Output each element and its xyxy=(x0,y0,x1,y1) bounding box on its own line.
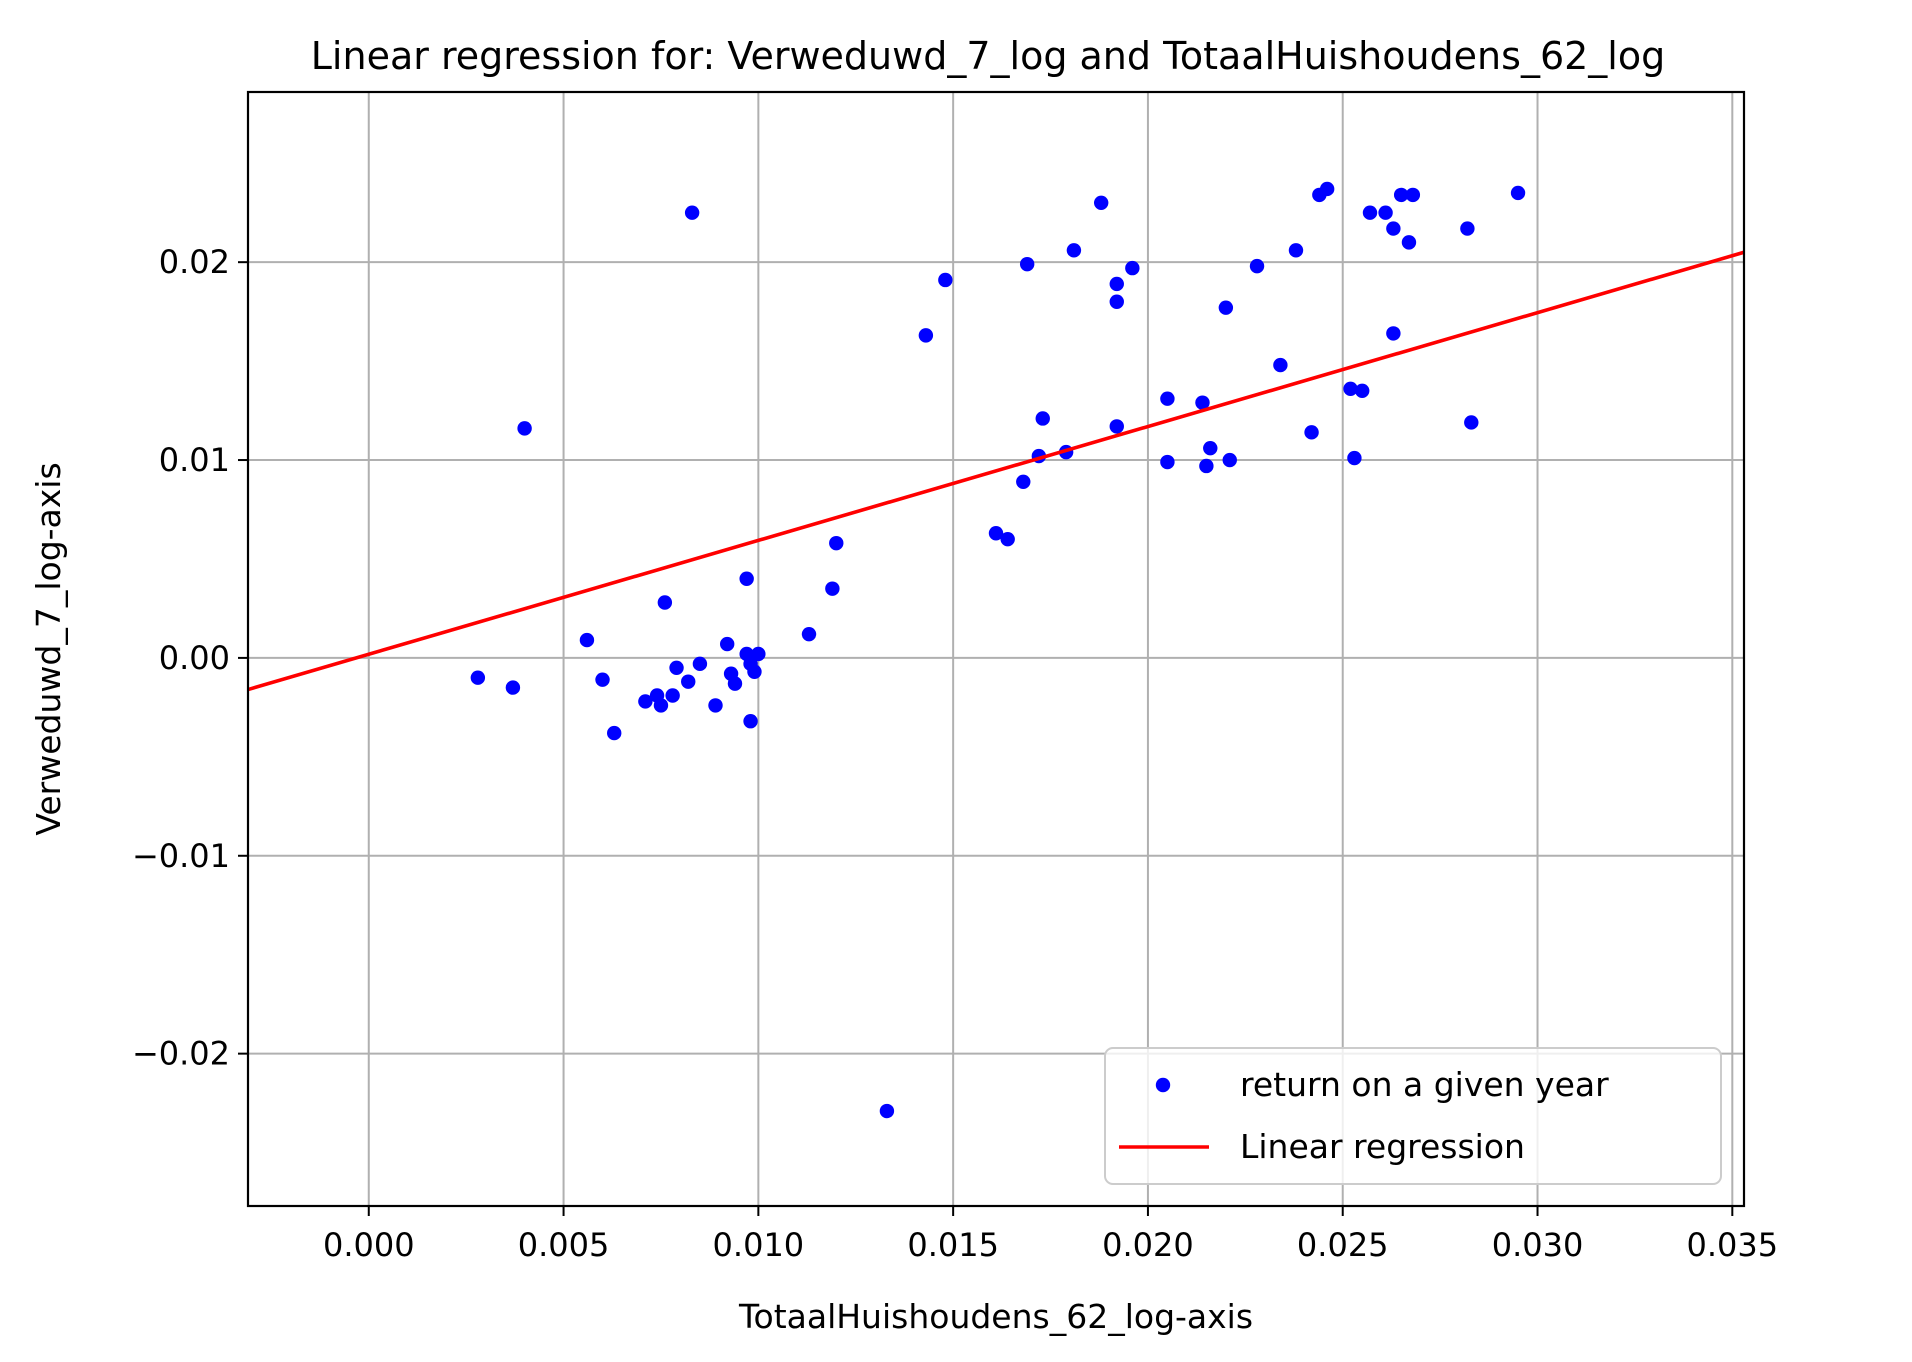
scatter-point xyxy=(595,672,610,687)
scatter-point xyxy=(1273,357,1288,373)
y-axis: −0.02 −0.01 0.00 0.01 0.02 xyxy=(132,243,248,1073)
scatter-point xyxy=(1066,243,1082,258)
scatter-point xyxy=(719,636,735,652)
scatter-point xyxy=(579,632,595,648)
x-axis: 0.000 0.005 0.010 0.015 0.020 0.025 0.030 0.035 xyxy=(323,1206,1778,1264)
y-tick-label: 0.01 xyxy=(159,441,230,479)
scatter-point xyxy=(1386,221,1401,236)
scatter-point xyxy=(988,526,1004,541)
scatter-point xyxy=(751,646,766,662)
x-axis-label: TotaalHuishoudens_62_log-axis xyxy=(738,1297,1253,1336)
scatter-point xyxy=(1460,221,1475,236)
scatter-point xyxy=(801,626,817,642)
scatter-point xyxy=(1160,454,1175,470)
grid xyxy=(248,92,1744,1206)
scatter-point xyxy=(918,328,934,343)
scatter-point xyxy=(1393,187,1409,203)
scatter-point xyxy=(1093,195,1109,211)
scatter-point xyxy=(1222,452,1237,468)
scatter-point xyxy=(743,714,758,729)
scatter-point xyxy=(708,698,723,713)
scatter-point xyxy=(1355,383,1370,398)
y-tick-label: 0.00 xyxy=(159,639,230,677)
scatter-point xyxy=(1160,391,1175,406)
legend-box xyxy=(1104,1047,1722,1185)
x-tick-label: 0.030 xyxy=(1492,1226,1584,1264)
regression-line xyxy=(247,250,1745,692)
x-tick-label: 0.010 xyxy=(713,1226,805,1264)
scatter-point xyxy=(1125,260,1140,276)
scatter-point xyxy=(1362,205,1378,220)
scatter-point xyxy=(829,535,844,551)
scatter-point xyxy=(1347,450,1362,466)
scatter-point xyxy=(879,1103,895,1119)
scatter-point xyxy=(1035,411,1050,426)
scatter-point xyxy=(1378,205,1393,220)
scatter-point xyxy=(1109,419,1124,434)
scatter-point xyxy=(747,664,762,679)
scatter-point xyxy=(638,694,653,709)
plot-frame xyxy=(246,90,1746,1208)
scatter-point xyxy=(1405,187,1421,203)
scatter-point xyxy=(1218,300,1234,315)
legend: return on a given year Linear regression xyxy=(1104,1047,1722,1185)
scatter-point xyxy=(1016,474,1031,490)
scatter-point xyxy=(938,272,953,288)
scatter-point xyxy=(1249,258,1265,274)
x-tick-label: 0.000 xyxy=(323,1226,415,1264)
x-tick-label: 0.020 xyxy=(1102,1226,1194,1264)
scatter-point xyxy=(1109,276,1124,292)
x-tick-label: 0.015 xyxy=(907,1226,999,1264)
scatter-point xyxy=(1386,326,1401,341)
chart-title: Linear regression for: Verweduwd_7_log a… xyxy=(311,34,1665,78)
scatter-point xyxy=(1464,415,1479,430)
legend-label-line: Linear regression xyxy=(1240,1127,1525,1166)
scatter-point xyxy=(727,676,743,691)
plot-area xyxy=(247,181,1745,1119)
scatter-point xyxy=(1199,458,1214,474)
y-tick-label: −0.01 xyxy=(132,837,230,875)
y-axis-label: Verweduwd_7_log-axis xyxy=(29,462,68,835)
x-tick-label: 0.005 xyxy=(518,1226,610,1264)
scatter-point xyxy=(653,698,669,713)
scatter-point xyxy=(1195,395,1210,410)
scatter-point xyxy=(1019,256,1035,272)
x-tick-label: 0.025 xyxy=(1297,1226,1389,1264)
scatter-point xyxy=(470,670,486,685)
scatter-point xyxy=(1000,531,1015,547)
scatter-point xyxy=(505,680,521,695)
scatter-point xyxy=(1510,185,1526,201)
scatter-point xyxy=(1203,440,1218,456)
y-tick-label: −0.02 xyxy=(132,1035,230,1073)
scatter-point xyxy=(1343,381,1358,397)
scatter-point xyxy=(657,595,673,610)
scatter-point xyxy=(607,725,622,741)
scatter-point xyxy=(684,205,700,220)
scatter-point xyxy=(1109,294,1124,309)
scatter-point xyxy=(669,660,684,675)
scatter-point xyxy=(825,581,840,596)
x-tick-label: 0.035 xyxy=(1687,1226,1779,1264)
legend-label-scatter: return on a given year xyxy=(1240,1065,1609,1104)
scatter-point xyxy=(1288,243,1304,258)
scatter-point xyxy=(1319,181,1335,197)
scatter-point xyxy=(739,571,754,586)
scatter-point xyxy=(517,421,532,436)
scatter-point xyxy=(665,688,680,703)
y-tick-label: 0.02 xyxy=(159,243,230,281)
legend-marker-scatter xyxy=(1155,1077,1171,1093)
scatter-point xyxy=(681,674,696,689)
scatter-point xyxy=(1304,425,1319,440)
scatter-point xyxy=(1401,235,1417,250)
scatter-point xyxy=(692,656,708,672)
